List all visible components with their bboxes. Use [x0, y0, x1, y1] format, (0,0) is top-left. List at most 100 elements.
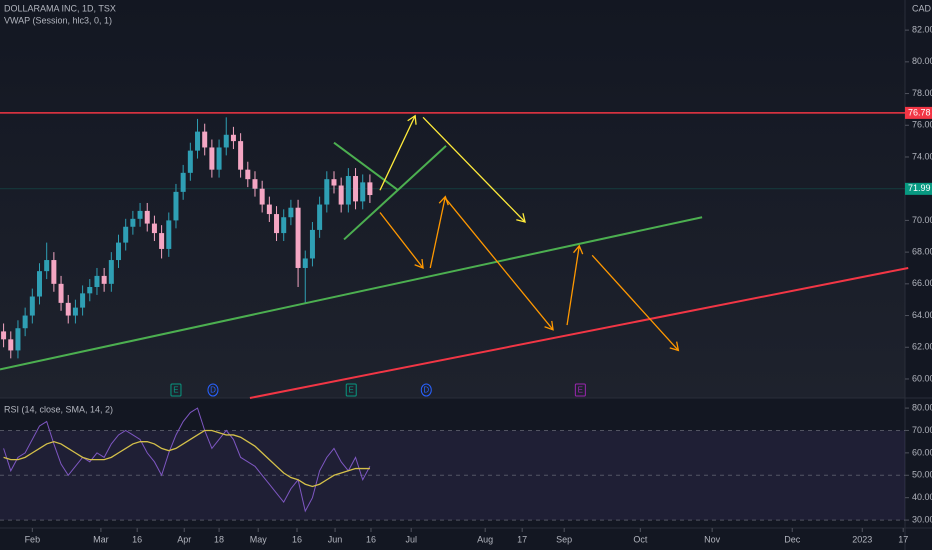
candle-body: [116, 242, 122, 261]
rsi-line: [3, 429, 370, 488]
candle-body: [15, 328, 21, 351]
rsi-line: [3, 407, 371, 513]
trendline: [0, 216, 703, 371]
candle-body: [130, 218, 136, 227]
x-tick-label: Jul: [405, 534, 417, 544]
candle-body: [338, 185, 344, 205]
price-badge-label: 71.99: [908, 183, 931, 193]
candle-body: [58, 283, 64, 303]
trendline: [343, 145, 447, 241]
rsi-title: RSI (14, close, SMA, 14, 2): [4, 404, 113, 414]
y-tick-label: 80.00: [912, 402, 932, 412]
price-badge: [905, 182, 932, 195]
candle-body: [216, 147, 222, 170]
y-tick-label: 64.00: [912, 310, 932, 320]
event-marker: [420, 383, 432, 397]
event-marker: [345, 383, 357, 397]
event-marker: [574, 383, 586, 397]
price-badge: [905, 106, 932, 119]
candle-body: [238, 141, 244, 170]
arrow: [422, 116, 526, 223]
x-tick-label: Oct: [633, 534, 648, 544]
candle-body: [72, 307, 78, 316]
candle-body: [259, 188, 265, 205]
candle-body: [353, 176, 359, 202]
x-tick-label: 16: [132, 534, 142, 544]
event-label: D: [423, 386, 429, 395]
rsi-layer: [0, 407, 905, 521]
candle-body: [44, 260, 50, 272]
candle-body: [281, 217, 287, 234]
y-tick-label: 60.00: [912, 447, 932, 457]
candle-body: [360, 182, 366, 202]
event-label: D: [210, 386, 216, 395]
event-label: E: [349, 386, 354, 395]
candle-body: [94, 275, 100, 288]
trendline: [333, 141, 399, 192]
candle-body: [302, 258, 308, 268]
candle-body: [123, 226, 129, 243]
y-tick-label: 70.00: [912, 425, 932, 435]
x-tick-label: Nov: [704, 534, 721, 544]
chart-title: DOLLARAMA INC, 1D, TSX: [4, 3, 116, 13]
arrow: [591, 254, 679, 351]
indicator-label: VWAP (Session, hlc3, 0, 1): [4, 15, 112, 25]
arrow-head: [544, 320, 554, 331]
candle-body: [65, 302, 71, 316]
candle-body: [166, 220, 172, 249]
arrow-head: [407, 114, 417, 125]
arrow-head: [438, 195, 449, 206]
candle-body: [324, 179, 330, 205]
x-tick-label: Mar: [93, 534, 109, 544]
arrow-head: [516, 213, 526, 223]
y-tick-label: 68.00: [912, 246, 932, 256]
arrow: [566, 245, 580, 326]
candle-body: [345, 176, 351, 205]
candle-body: [223, 134, 229, 148]
y-tick-label: 60.00: [912, 373, 932, 383]
candle-body: [1, 331, 7, 340]
y-tick-label: 70.00: [912, 215, 932, 225]
y-tick-label: 62.00: [912, 342, 932, 352]
x-tick-label: 18: [214, 534, 224, 544]
event-label: E: [578, 386, 583, 395]
candle-body: [151, 223, 157, 234]
candle-body: [173, 191, 179, 221]
candle-body: [209, 147, 215, 170]
x-tick-label: Jun: [328, 534, 343, 544]
candle-body: [101, 275, 107, 284]
y-tick-label: 30.00: [912, 514, 932, 524]
y-tick-label: 66.00: [912, 278, 932, 288]
y-tick-label: 50.00: [912, 470, 932, 480]
x-tick-label: 2023: [852, 534, 872, 544]
arrow: [379, 115, 416, 191]
arrow: [444, 197, 554, 331]
x-tick-label: May: [250, 534, 268, 544]
candle-body: [144, 210, 150, 224]
x-tick-label: Dec: [784, 534, 801, 544]
y-tick-label: 82.00: [912, 25, 932, 35]
candle-body: [80, 293, 86, 308]
x-tick-label: 17: [517, 534, 527, 544]
candle-body: [202, 131, 208, 148]
candle-body: [108, 260, 114, 284]
candle-body: [187, 150, 193, 173]
trendline: [249, 266, 909, 399]
candle-body: [331, 179, 337, 186]
candle-body: [230, 134, 236, 142]
y-tick-label: 76.00: [912, 120, 932, 130]
price-pane: [0, 0, 905, 398]
candle-body: [37, 271, 43, 297]
x-tick-label: 17: [898, 534, 908, 544]
arrow: [379, 212, 424, 269]
candle-body: [159, 233, 165, 249]
event-label: E: [173, 386, 178, 395]
candle-body: [317, 204, 323, 230]
arrow-head: [573, 244, 584, 255]
currency: CAD: [912, 3, 932, 13]
rsi-pane: [0, 398, 905, 528]
x-tick-label: 16: [292, 534, 302, 544]
candle-body: [29, 296, 35, 316]
